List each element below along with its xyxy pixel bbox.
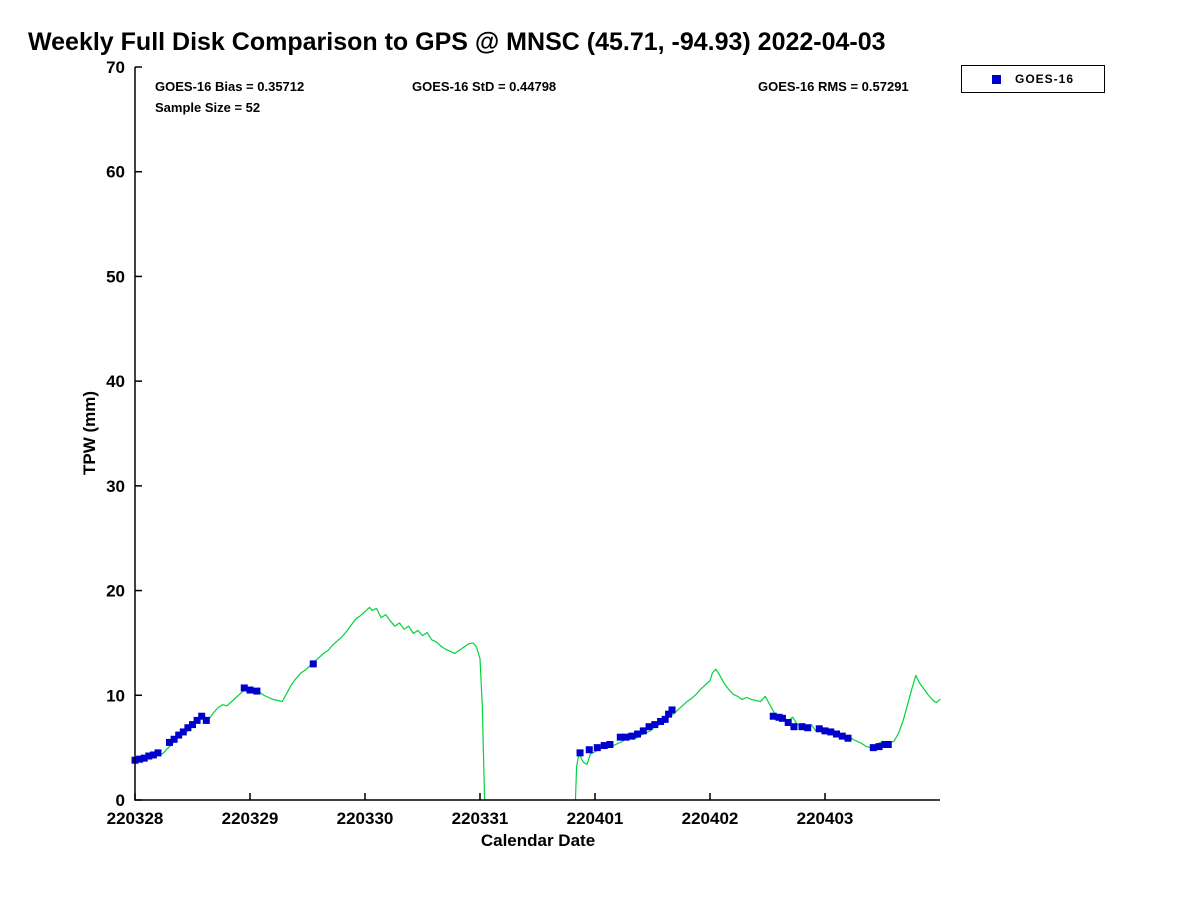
y-tick-label: 70 <box>106 58 125 77</box>
goes16-legend-marker-icon <box>991 74 1001 84</box>
goes16-marker <box>593 744 601 752</box>
goes16-marker <box>827 728 835 736</box>
goes16-marker <box>198 712 206 720</box>
goes16-marker <box>616 733 624 741</box>
goes16-marker <box>634 730 642 738</box>
goes16-marker <box>140 754 148 762</box>
y-tick-label: 40 <box>106 372 125 391</box>
goes16-marker <box>645 723 653 731</box>
axis-spines <box>134 67 940 801</box>
goes16-marker <box>821 727 829 735</box>
goes16-marker <box>600 742 608 750</box>
goes16-marker <box>622 733 630 741</box>
goes16-marker <box>784 719 792 727</box>
x-axis-label: Calendar Date <box>480 831 596 850</box>
goes16-marker <box>778 714 786 722</box>
legend-label-goes16: GOES-16 <box>1014 72 1075 86</box>
goes16-marker <box>838 732 846 740</box>
x-tick-label: 220330 <box>337 809 394 828</box>
x-tick-label: 220331 <box>452 809 509 828</box>
y-tick-label: 0 <box>116 791 125 810</box>
goes16-marker <box>184 724 192 732</box>
goes16-marker <box>154 749 162 757</box>
legend-box: GOES-16 <box>961 65 1105 93</box>
stat-std: GOES-16 StD = 0.44798 <box>412 79 557 94</box>
goes16-marker <box>804 724 812 732</box>
goes16-marker <box>833 730 840 738</box>
x-tick-label: 220402 <box>682 809 739 828</box>
goes16-marker <box>815 725 823 733</box>
goes16-marker <box>790 723 798 731</box>
y-tick-label: 50 <box>106 267 125 286</box>
goes16-marker <box>166 738 173 746</box>
goes16-marker <box>769 712 777 720</box>
stat-sample-size: Sample Size = 52 <box>155 100 261 115</box>
goes16-marker <box>145 752 153 760</box>
goes16-marker <box>661 715 669 723</box>
goes16-marker <box>136 755 144 763</box>
goes16-marker <box>149 751 157 759</box>
goes16-marker <box>798 723 806 731</box>
y-tick-label: 60 <box>106 163 125 182</box>
goes16-marker <box>189 721 196 729</box>
gps-line-segment <box>134 606 486 801</box>
goes16-marker <box>253 687 261 695</box>
x-tick-label: 220403 <box>797 809 854 828</box>
goes16-marker <box>576 749 584 757</box>
goes16-marker <box>202 716 210 724</box>
goes16-marker <box>651 721 659 729</box>
stat-rms: GOES-16 RMS = 0.57291 <box>758 79 909 94</box>
goes16-marker <box>179 728 187 736</box>
goes16-marker <box>309 660 317 668</box>
goes16-marker <box>844 734 852 742</box>
goes16-marker <box>665 710 673 718</box>
chart-title: Weekly Full Disk Comparison to GPS @ MNS… <box>28 28 886 56</box>
goes16-marker <box>193 716 201 724</box>
y-tick-label: 20 <box>106 582 125 601</box>
y-tick-label: 10 <box>106 686 125 705</box>
goes16-marker <box>875 743 883 751</box>
goes16-marker <box>246 686 254 694</box>
goes16-marker <box>869 744 877 752</box>
x-tick-label: 220329 <box>222 809 279 828</box>
x-tick-label: 220328 <box>107 809 164 828</box>
goes16-marker <box>668 706 676 714</box>
stat-bias: GOES-16 Bias = 0.35712 <box>155 79 305 94</box>
goes16-marker <box>240 684 248 692</box>
goes16-marker <box>639 727 647 735</box>
goes16-marker <box>628 732 636 740</box>
x-tick-label: 220401 <box>567 809 624 828</box>
y-tick-label: 30 <box>106 477 125 496</box>
goes16-marker <box>657 717 665 725</box>
goes16-marker <box>585 746 593 754</box>
goes16-marker <box>606 741 614 749</box>
goes16-marker <box>170 735 178 743</box>
goes16-marker <box>175 731 183 739</box>
goes16-marker <box>884 741 892 749</box>
